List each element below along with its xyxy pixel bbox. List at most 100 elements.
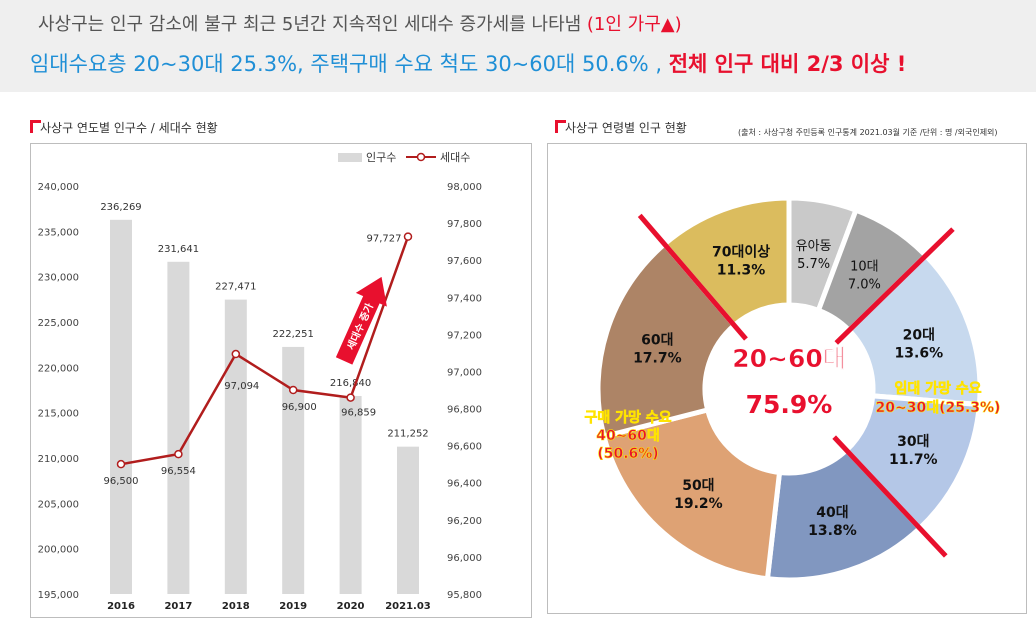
household-point [403, 232, 413, 241]
y-right-tick-label: 96,200 [447, 516, 482, 527]
household-point [116, 459, 126, 469]
title-bracket-icon [555, 120, 566, 133]
x-tick-label: 2018 [222, 601, 250, 612]
buy-demand-annotation: 40~60대 [596, 428, 660, 444]
donut-slice [660, 195, 792, 329]
legend-swatch-marker [416, 152, 426, 162]
y-right-tick-label: 96,400 [447, 479, 482, 490]
y-right-tick-label: 98,000 [447, 182, 482, 193]
y-left-tick-label: 195,000 [38, 590, 79, 601]
slice-value-label: 17.7% [633, 351, 682, 367]
donut-slice [764, 446, 924, 583]
household-point-label: 97,727 [367, 234, 402, 245]
x-tick-label: 2020 [337, 601, 365, 612]
household-point [346, 393, 355, 402]
center-label-percent: 75.9% [746, 390, 833, 419]
y-left-tick-label: 205,000 [38, 499, 79, 510]
y-left-tick-label: 240,000 [38, 182, 79, 193]
slice-label: 70대이상 [712, 244, 770, 261]
legend-label-household: 세대수 [440, 151, 470, 164]
left-chart-panel: 195,000 200,000 205,000 210,000 215,000 220,0… [30, 143, 532, 618]
increase-annotation-arrow: 세대수 증가 [335, 276, 387, 365]
household-point-label: 96,900 [282, 402, 317, 413]
slice-label: 30대 [897, 434, 929, 450]
slice-label: 50대 [682, 478, 714, 494]
x-tick-label: 2017 [164, 601, 192, 612]
header-line-1-highlight: (1인 가구▲) [586, 14, 682, 35]
y-right-tick-label: 97,400 [447, 293, 482, 304]
population-bar [339, 395, 362, 594]
header-line-2-highlight: 전체 인구 대비 2/3 이상 ! [668, 52, 907, 76]
household-point [174, 449, 183, 459]
slice-label: 20대 [903, 327, 935, 343]
slice-value-label: 13.6% [895, 345, 944, 361]
y-right-tick-label: 96,000 [447, 553, 482, 564]
header-band [0, 0, 1036, 92]
rent-demand-annotation: 20~30대(25.3%) [876, 400, 1001, 416]
y-left-tick-label: 210,000 [38, 454, 79, 465]
household-point-label: 96,859 [341, 408, 376, 419]
y-right-tick-label: 96,800 [447, 405, 482, 416]
title-bracket-icon [30, 120, 41, 133]
population-bar-label: 222,251 [273, 329, 314, 340]
donut-slice [595, 240, 738, 440]
y-left-tick-label: 235,000 [38, 227, 79, 238]
right-chart-panel: 유아동 5.7% 10대 7.0% 20대 13.6% 30대 11.7% 40대 13.8% 50… [547, 143, 1027, 614]
slice-label: 10대 [850, 259, 879, 274]
y-left-tick-label: 215,000 [38, 409, 79, 420]
y-right-tick-label: 97,200 [447, 330, 482, 341]
x-tick-label: 2021.03 [385, 601, 431, 612]
donut-slice [600, 406, 783, 582]
y-right-tick-label: 97,800 [447, 219, 482, 230]
household-point-label: 97,094 [224, 381, 259, 392]
legend-label-population: 인구수 [366, 151, 396, 164]
slice-label: 40대 [816, 505, 848, 521]
x-tick-label: 2019 [279, 601, 307, 612]
population-bar [167, 261, 190, 594]
population-bar-label: 227,471 [215, 282, 256, 293]
y-left-tick-label: 200,000 [38, 545, 79, 556]
population-bar [224, 299, 247, 594]
buy-demand-annotation: 구매 가망 수요 [584, 409, 671, 426]
group-divider-line [834, 227, 955, 345]
household-point [288, 385, 298, 395]
y-left-tick-label: 225,000 [38, 318, 79, 329]
household-line [120, 236, 410, 466]
y-right-tick-label: 97,000 [447, 367, 482, 378]
y-right-tick-label: 95,800 [447, 590, 482, 601]
donut-slice [845, 252, 983, 408]
y-right-tick-label: 97,600 [447, 256, 482, 267]
population-bar [397, 446, 419, 594]
slice-value-label: 13.8% [808, 523, 857, 539]
right-chart-title: 사상구 연령별 인구 현황 [565, 121, 687, 135]
y-left-tick-label: 230,000 [38, 273, 79, 284]
source-note: (출처 : 사상구청 주민등록 인구통계 2021.03월 기준 /단위 : 명… [738, 128, 998, 137]
population-bar-label: 231,641 [158, 244, 199, 255]
left-chart-title: 사상구 연도별 인구수 / 세대수 현황 [40, 121, 218, 135]
buy-demand-annotation: (50.6%) [597, 446, 658, 462]
legend-swatch-bar [338, 153, 362, 162]
slice-label: 유아동 [796, 239, 832, 254]
header-line-2-text: 임대수요층 20~30대 25.3%, 주택구매 수요 척도 30~60대 50… [30, 52, 669, 76]
population-bar [282, 346, 305, 594]
header-line-1: 사상구는 인구 감소에 불구 최근 5년간 지속적인 세대수 증가세를 나타냄 … [38, 10, 682, 36]
y-right-tick-label: 96,600 [447, 442, 482, 453]
x-tick-label: 2016 [107, 601, 135, 612]
y-left-tick-label: 220,000 [38, 363, 79, 374]
rent-demand-annotation: 임대 가망 수요 [894, 380, 981, 397]
slice-value-label: 11.7% [889, 452, 938, 468]
slice-value-label: 19.2% [674, 496, 723, 512]
slice-value-label: 5.7% [797, 257, 830, 272]
population-bar [110, 219, 132, 594]
population-bar-label: 211,252 [387, 429, 428, 440]
slice-value-label: 7.0% [848, 277, 881, 292]
group-divider-line [832, 435, 948, 558]
population-bar-label: 216,840 [330, 378, 371, 389]
arrow-shape [335, 276, 387, 365]
group-divider-line [637, 213, 748, 341]
slice-value-label: 11.3% [717, 263, 766, 279]
population-household-chart: 195,000 200,000 205,000 210,000 215,000 220,0… [38, 151, 482, 612]
header-line-2: 임대수요층 20~30대 25.3%, 주택구매 수요 척도 30~60대 50… [30, 48, 906, 78]
header-line-1-text: 사상구는 인구 감소에 불구 최근 5년간 지속적인 세대수 증가세를 나타냄 [38, 14, 587, 35]
household-point [231, 349, 241, 359]
